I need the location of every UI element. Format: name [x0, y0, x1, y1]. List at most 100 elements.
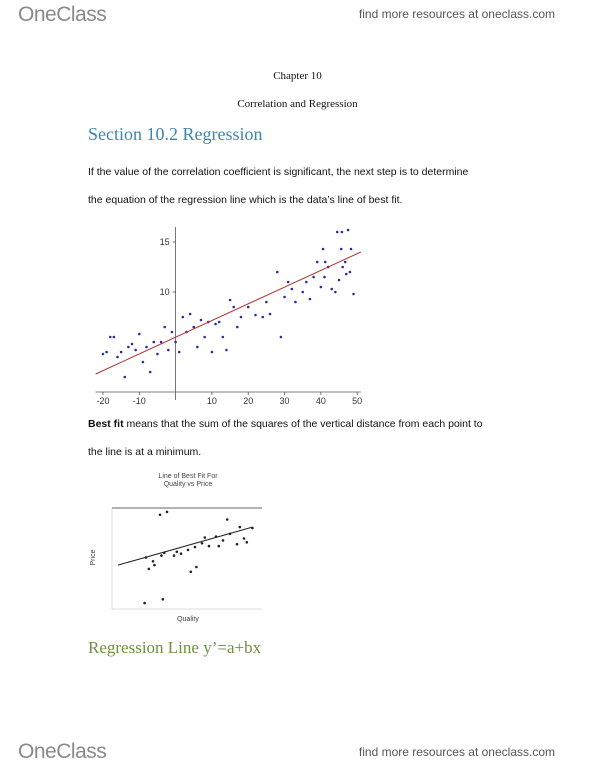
y-tick-label: 15 — [160, 237, 170, 247]
y-tick-label: 10 — [160, 287, 170, 297]
point — [112, 335, 116, 339]
brand-logo: OneClass — [18, 740, 107, 763]
point — [172, 554, 176, 557]
regression-line — [117, 526, 253, 566]
point — [275, 270, 279, 274]
point — [352, 292, 355, 296]
point — [335, 230, 339, 234]
point — [196, 345, 199, 349]
point — [134, 348, 137, 352]
point — [177, 350, 181, 354]
point — [301, 290, 304, 294]
point — [261, 315, 265, 319]
point — [239, 315, 243, 319]
section-heading: Section 10.2 Regression — [88, 124, 263, 144]
point — [203, 335, 206, 339]
point — [279, 335, 283, 339]
header-link[interactable]: find more resources at oneclass.com — [358, 7, 555, 21]
point — [143, 601, 146, 605]
bold-term: Best fit — [88, 418, 124, 430]
point — [181, 315, 185, 319]
point — [341, 265, 344, 269]
x-axis-label: Quality — [177, 616, 199, 623]
point — [344, 272, 348, 276]
x-tick-label: 30 — [280, 396, 290, 405]
point — [225, 348, 228, 352]
point — [228, 298, 232, 302]
point — [147, 567, 151, 571]
point — [152, 340, 156, 344]
point — [210, 350, 214, 354]
point — [159, 340, 163, 344]
point — [217, 544, 221, 548]
point — [312, 275, 315, 279]
point — [242, 537, 246, 540]
point — [305, 280, 308, 284]
point — [161, 598, 165, 601]
point — [236, 325, 239, 329]
point — [294, 300, 297, 304]
point — [334, 290, 337, 294]
point — [174, 340, 177, 344]
point — [167, 348, 170, 352]
point — [151, 560, 155, 563]
point — [189, 570, 193, 574]
point — [153, 563, 156, 567]
point — [108, 335, 112, 339]
point — [148, 370, 152, 374]
point — [232, 305, 235, 309]
point — [199, 318, 203, 322]
point — [343, 260, 347, 264]
footer-link[interactable]: find more resources at oneclass.com — [358, 745, 555, 759]
point — [308, 297, 312, 301]
point — [290, 287, 294, 291]
point — [265, 300, 268, 304]
point — [127, 345, 130, 349]
point — [123, 375, 127, 379]
x-tick-label: 10 — [207, 396, 217, 405]
point — [158, 513, 162, 517]
paragraph-line: the line is at a minimum. — [88, 446, 202, 458]
brand-logo: OneClass — [18, 3, 107, 26]
point — [321, 247, 325, 251]
point — [235, 542, 239, 546]
point — [163, 325, 166, 329]
chart-title: Quality vs Price — [164, 481, 213, 488]
point — [337, 278, 341, 282]
point — [141, 360, 145, 364]
point — [340, 230, 344, 234]
point — [217, 320, 221, 324]
point — [346, 228, 350, 232]
point — [170, 330, 174, 334]
regression-line — [95, 251, 362, 375]
point — [221, 335, 225, 339]
point — [268, 312, 272, 316]
point — [348, 270, 352, 274]
point — [186, 548, 190, 552]
point — [101, 352, 105, 356]
point — [188, 312, 192, 316]
point — [221, 539, 225, 542]
point — [105, 350, 108, 354]
point — [323, 275, 326, 279]
point — [119, 350, 123, 354]
paragraph-line: Best fit means that the sum of the squar… — [88, 418, 483, 430]
point — [319, 285, 323, 289]
x-tick-label: 40 — [316, 396, 326, 405]
point — [160, 554, 163, 557]
point — [207, 544, 211, 548]
point — [349, 247, 353, 251]
chart-title: Line of Best Fit For — [158, 473, 218, 480]
point — [130, 342, 134, 346]
point — [323, 260, 327, 264]
paragraph-line: the equation of the regression line whic… — [88, 194, 403, 206]
point — [145, 345, 148, 349]
point — [214, 322, 217, 326]
point — [203, 536, 207, 539]
point — [286, 280, 290, 284]
chapter: Chapter 10 — [273, 70, 322, 82]
y-axis-label: Price — [90, 549, 97, 565]
point — [195, 565, 198, 569]
scatter-chart: -20 -10 10 20 30 40 50 10 15 — [95, 227, 362, 405]
